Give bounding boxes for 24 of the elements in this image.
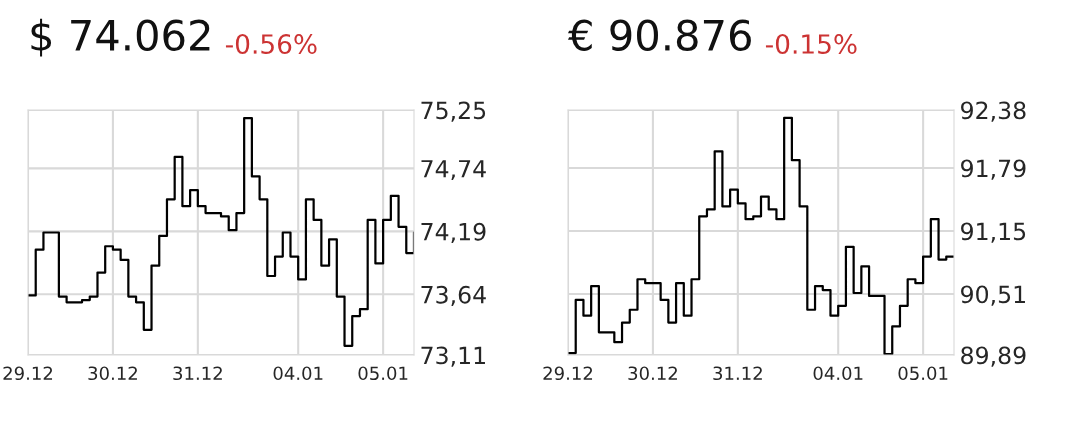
y-tick-label: 73,11 (421, 346, 485, 367)
y-tick-label: 90,51 (961, 285, 1025, 306)
chart-subtitle: -0.56% (225, 34, 317, 54)
x-tick-label: 05.01 (358, 366, 408, 381)
y-tick-label: 91,15 (961, 222, 1026, 243)
chart-subtitle: -0.15% (765, 34, 857, 54)
x-tick-label: 30.12 (628, 366, 677, 381)
y-tick-label: 91,79 (961, 159, 1026, 180)
y-tick-label: 74,19 (421, 222, 486, 244)
y-tick-label: 73,64 (421, 285, 486, 307)
x-tick-label: 29.12 (3, 366, 53, 381)
x-tick-label: 05.01 (898, 366, 948, 381)
y-tick-label: 92,38 (961, 101, 1026, 122)
chart-title: $ 74.062 (31, 18, 210, 57)
x-tick-label: 04.01 (813, 366, 863, 381)
x-tick-label: 30.12 (88, 366, 137, 381)
chart-title: € 90.876 (568, 19, 751, 52)
y-tick-label: 74,74 (421, 160, 486, 181)
x-tick-label: 31.12 (173, 366, 222, 381)
x-tick-label: 29.12 (543, 366, 593, 381)
y-tick-label: 89,89 (961, 346, 1026, 367)
x-tick-label: 04.01 (273, 366, 323, 381)
y-tick-label: 75,25 (421, 101, 486, 122)
x-tick-label: 31.12 (713, 366, 762, 381)
